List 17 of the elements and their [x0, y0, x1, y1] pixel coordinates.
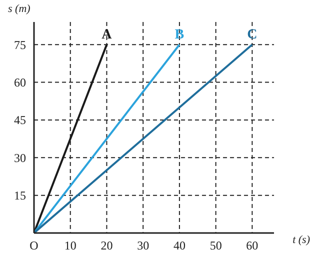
series-label: C: [247, 28, 258, 43]
x-tick-label: 60: [246, 238, 258, 253]
y-axis-title: s (m): [8, 2, 31, 15]
series-label: A: [102, 28, 113, 43]
y-tick-label: 30: [14, 150, 26, 165]
x-tick-label: 10: [64, 238, 76, 253]
x-tick-label: 50: [210, 238, 222, 253]
x-tick-label: 30: [137, 238, 150, 253]
y-tick-label: 15: [14, 188, 26, 203]
x-tick-label: 40: [173, 238, 186, 253]
series-label: B: [174, 28, 184, 43]
y-tick-label: 60: [14, 76, 26, 90]
x-axis-title: t (s): [292, 234, 310, 246]
x-tick-label: O: [30, 238, 39, 253]
y-tick-label: 45: [14, 113, 26, 128]
y-tick-label: 75: [14, 38, 26, 52]
x-tick-label: 20: [100, 238, 113, 253]
